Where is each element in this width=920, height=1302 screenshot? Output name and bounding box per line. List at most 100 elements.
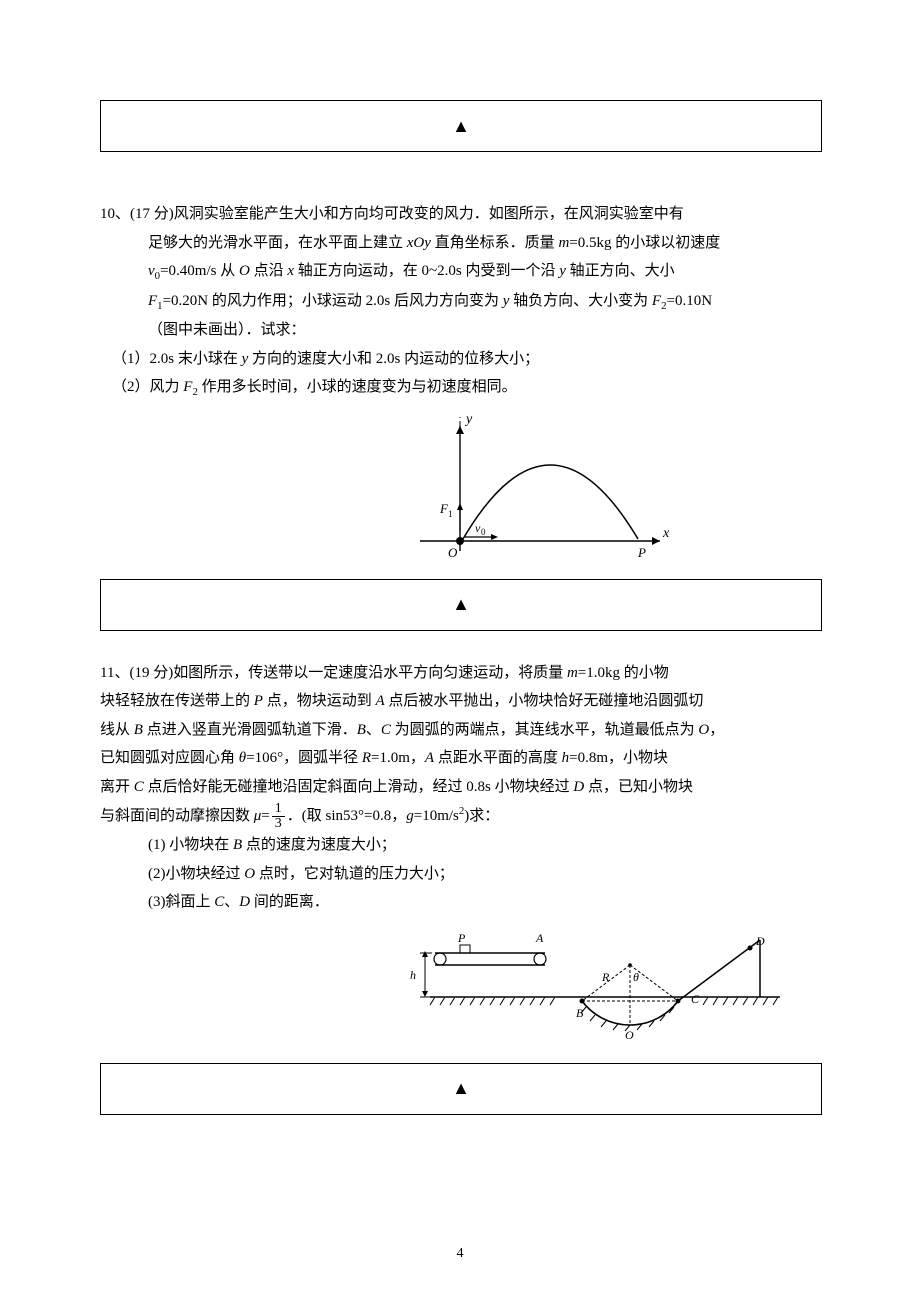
answer-box-3: ▲ — [100, 1063, 822, 1115]
q10-line1: 10、(17 分)风洞实验室能产生大小和方向均可改变的风力．如图所示，在风洞实验… — [100, 200, 820, 229]
q11-l5a: 离开 — [100, 779, 134, 795]
var-C: C — [381, 722, 391, 738]
var-B2: B — [357, 722, 366, 738]
q11-l4b: =106°，圆弧半径 — [246, 750, 362, 766]
q10-l4b: 轴负方向、大小变为 — [509, 293, 652, 309]
q10-l2b: 直角坐标系．质量 — [431, 235, 559, 251]
q10-s2b: 作用多长时间，小球的速度变为与初速度相同。 — [198, 379, 517, 395]
var-P: P — [254, 693, 263, 709]
triangle-marker-2: ▲ — [452, 594, 470, 615]
var-v0: v0 — [148, 263, 160, 279]
q10-figure: F 1 v 0 y x O P — [100, 411, 820, 571]
var-F1: F1 — [148, 293, 163, 309]
q11-l6b: ．(取 sin53°=0.8， — [287, 808, 406, 824]
q11-figure: P A h — [100, 925, 820, 1055]
var-g: g — [406, 808, 414, 824]
var-O2: O — [244, 866, 255, 882]
q11-s3b: 、 — [224, 894, 239, 910]
q11-l2b: 点，物块运动到 — [263, 693, 376, 709]
eq-sign: = — [261, 808, 269, 824]
q11-s1b: 点的速度为速度大小； — [242, 837, 396, 853]
fraction-1-3: 13 — [272, 802, 285, 831]
var-O: O — [239, 263, 250, 279]
page-number: 4 — [0, 1246, 920, 1262]
svg-text:1: 1 — [448, 509, 453, 519]
q11-l1e: =1.0kg 的小物 — [578, 665, 669, 681]
q11-l3b: 点进入竖直光滑圆弧轨道下滑． — [143, 722, 357, 738]
fig-x-label: x — [662, 526, 670, 541]
q11-s3a: (3)斜面上 — [148, 894, 214, 910]
var-C2: C — [134, 779, 144, 795]
q11-s2a: (2)小物块经过 — [148, 866, 244, 882]
q11-line6: 与斜面间的动摩擦因数 μ=13．(取 sin53°=0.8，g=10m/s2)求… — [100, 801, 820, 831]
q11-sub2: (2)小物块经过 O 点时，它对轨道的压力大小； — [148, 860, 820, 889]
var-y-1: y — [559, 263, 566, 279]
q10-svg: F 1 v 0 y x O P — [320, 411, 680, 571]
var-C3: C — [214, 894, 224, 910]
q10-l3a: =0.40m/s 从 — [160, 263, 239, 279]
q11-l3e: ， — [709, 722, 724, 738]
problem-11: 11、(19 分)如图所示，传送带以一定速度沿水平方向匀速运动，将质量 m=1.… — [100, 659, 820, 1055]
var-O11: O — [698, 722, 709, 738]
q11-line1: 11、(19 分)如图所示，传送带以一定速度沿水平方向匀速运动，将质量 m=1.… — [100, 659, 820, 688]
q10-sub2: （2）风力 F2 作用多长时间，小球的速度变为与初速度相同。 — [112, 373, 820, 403]
q11-l3d: 为圆弧的两端点，其连线水平，轨道最低点为 — [391, 722, 699, 738]
fig11-A: A — [535, 931, 544, 945]
q11-l6a: 与斜面间的动摩擦因数 — [100, 808, 254, 824]
q11-line5: 离开 C 点后恰好能无碰撞地沿固定斜面向上滑动，经过 0.8s 小物块经过 D … — [100, 773, 820, 802]
var-F2: F2 — [652, 293, 667, 309]
q10-line5: （图中未画出）．试求： — [148, 316, 820, 345]
q10-l4c: =0.10N — [666, 293, 712, 309]
q10-s1a: （1）2.0s 末小球在 — [112, 351, 242, 367]
q11-l4c: =1.0m， — [371, 750, 425, 766]
var-xOy: xOy — [407, 235, 431, 251]
frac-num: 1 — [272, 802, 285, 817]
q11-line2: 块轻轻放在传送带上的 P 点，物块运动到 A 点后被水平抛出，小物块恰好无碰撞地… — [100, 687, 820, 716]
q11-l1: 如图所示，传送带以一定速度沿水平方向匀速运动，将质量 — [173, 665, 567, 681]
q11-l3a: 线从 — [100, 722, 134, 738]
q10-l1-text: 风洞实验室能产生大小和方向均可改变的风力．如图所示，在风洞实验室中有 — [174, 206, 684, 222]
q11-line4: 已知圆弧对应圆心角 θ=106°，圆弧半径 R=1.0m，A 点距水平面的高度 … — [100, 744, 820, 773]
q11-l6d: )求： — [464, 808, 499, 824]
page: ▲ 10、(17 分)风洞实验室能产生大小和方向均可改变的风力．如图所示，在风洞… — [0, 0, 920, 1302]
q10-l4a: =0.20N 的风力作用；小球运动 2.0s 后风力方向变为 — [163, 293, 503, 309]
q11-line3: 线从 B 点进入竖直光滑圆弧轨道下滑．B、C 为圆弧的两端点，其连线水平，轨道最… — [100, 716, 820, 745]
var-D: D — [573, 779, 584, 795]
answer-box-1: ▲ — [100, 100, 822, 152]
var-m: m — [558, 235, 569, 251]
var-x: x — [287, 263, 294, 279]
q11-l2c: 点后被水平抛出，小物块恰好无碰撞地沿圆弧切 — [385, 693, 704, 709]
q11-svg: P A h — [400, 925, 800, 1055]
var-A: A — [375, 693, 384, 709]
fig-P-label: P — [637, 545, 646, 560]
q10-l3c: 轴正方向运动，在 0~2.0s 内受到一个沿 — [294, 263, 559, 279]
q11-sub3: (3)斜面上 C、D 间的距离． — [148, 888, 820, 917]
q11-sub1: (1) 小物块在 B 点的速度为速度大小； — [148, 831, 820, 860]
var-D2: D — [239, 894, 250, 910]
q11-l6c: =10m/s — [414, 808, 459, 824]
fig11-h: h — [410, 968, 416, 982]
svg-text:0: 0 — [481, 527, 486, 537]
q10-l3b: 点沿 — [250, 263, 288, 279]
q10-s2a: （2）风力 — [112, 379, 183, 395]
q11-s2b: 点时，它对轨道的压力大小； — [255, 866, 454, 882]
var-A2: A — [425, 750, 434, 766]
q11-number: 11、(19 分) — [100, 665, 173, 681]
var-F2b: F2 — [183, 379, 198, 395]
triangle-marker-3: ▲ — [452, 1078, 470, 1099]
q11-l4e: =0.8m，小物块 — [569, 750, 668, 766]
problem-10: 10、(17 分)风洞实验室能产生大小和方向均可改变的风力．如图所示，在风洞实验… — [100, 200, 820, 571]
q10-sub1: （1）2.0s 末小球在 y 方向的速度大小和 2.0s 内运动的位移大小； — [112, 345, 820, 374]
triangle-marker: ▲ — [452, 116, 470, 137]
q11-l2a: 块轻轻放在传送带上的 — [100, 693, 254, 709]
var-B3: B — [233, 837, 242, 853]
q10-l2a: 足够大的光滑水平面，在水平面上建立 — [148, 235, 407, 251]
answer-box-2: ▲ — [100, 579, 822, 631]
q10-line3: v0=0.40m/s 从 O 点沿 x 轴正方向运动，在 0~2.0s 内受到一… — [148, 257, 820, 287]
q10-l3d: 轴正方向、大小 — [566, 263, 675, 279]
fig11-theta: θ — [633, 970, 639, 984]
var-h: h — [562, 750, 570, 766]
q11-l3c: 、 — [366, 722, 381, 738]
frac-den: 3 — [272, 817, 285, 831]
q10-line4: F1=0.20N 的风力作用；小球运动 2.0s 后风力方向变为 y 轴负方向、… — [148, 287, 820, 317]
